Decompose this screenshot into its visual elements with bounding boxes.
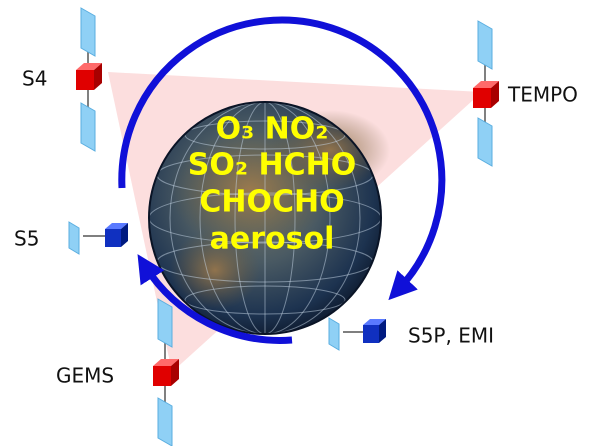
satellite-label: S4 <box>22 67 47 91</box>
species: CHOCHO <box>199 185 344 220</box>
satellite-label: GEMS <box>56 364 114 388</box>
species: O₃ NO₂ <box>216 112 329 147</box>
species: aerosol <box>210 222 335 257</box>
satellite-label: S5P, EMI <box>408 324 494 348</box>
globe <box>148 101 390 335</box>
satellite <box>68 221 128 255</box>
species-text: O₃ NO₂ SO₂ HCHO CHOCHO aerosol <box>188 112 356 257</box>
satellite <box>473 20 499 167</box>
satellite-label: TEMPO <box>507 83 578 107</box>
species: SO₂ HCHO <box>188 148 356 183</box>
orbit-arrow <box>118 16 446 301</box>
satellite <box>328 317 386 351</box>
satellite-label: S5 <box>14 227 39 251</box>
orbit-arrow <box>137 254 293 344</box>
satellite <box>153 298 179 446</box>
satellite <box>76 7 102 152</box>
